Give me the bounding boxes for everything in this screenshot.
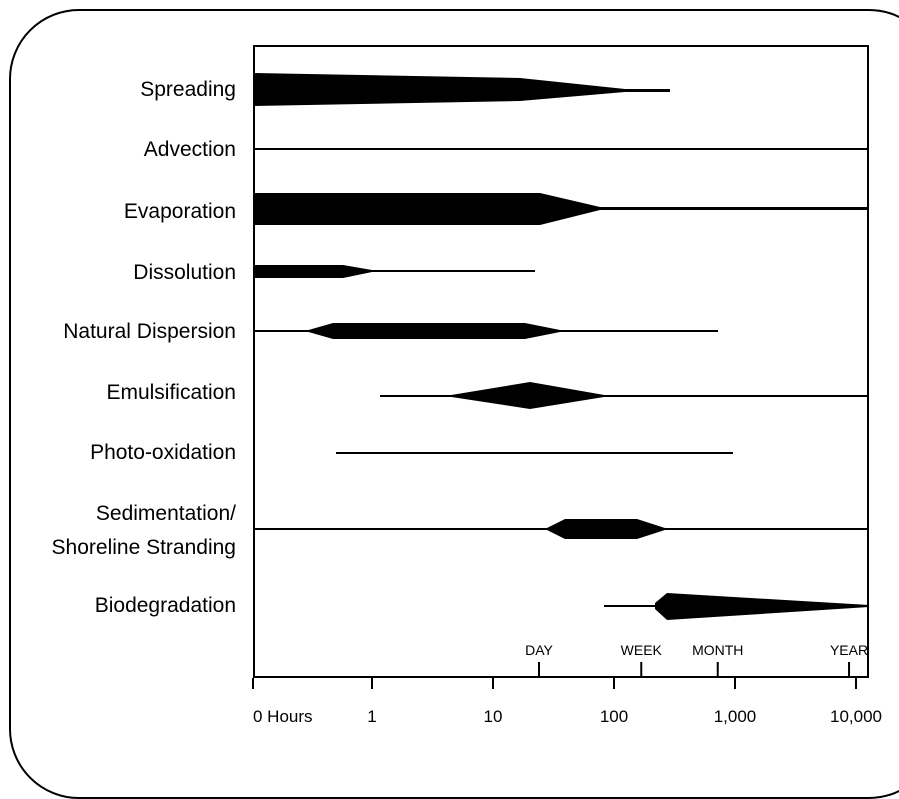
process-label-natural-dispersion: Natural Dispersion <box>63 320 236 343</box>
axis-tick-label-10: 10 <box>484 707 503 726</box>
process-label-advection: Advection <box>143 138 236 161</box>
axis-tick-label-1-000: 1,000 <box>714 707 757 726</box>
biodegradation-bar <box>655 593 869 620</box>
process-label-photo-oxidation: Photo-oxidation <box>90 441 236 464</box>
process-label-evaporation: Evaporation <box>123 200 236 223</box>
time-markers: DAY WEEK MONTH YEAR <box>525 642 868 678</box>
marker-label-month: MONTH <box>692 642 743 658</box>
process-label-biodegradation: Biodegradation <box>94 594 236 617</box>
sedimentation-bar <box>545 519 668 539</box>
time-axis: 0 Hours 1 10 100 1,000 10,000 <box>252 678 882 726</box>
process-bars <box>253 73 869 620</box>
process-label-spreading: Spreading <box>140 78 236 101</box>
evaporation-bar <box>253 193 869 225</box>
dissolution-bar <box>253 265 535 278</box>
process-label-sedimentation: Sedimentation/ <box>95 502 236 525</box>
spreading-bar <box>253 73 670 106</box>
emulsification-bar <box>445 382 610 409</box>
process-label-shoreline-stranding: Shoreline Stranding <box>51 536 236 559</box>
process-timeline-svg: 0 Hours 1 10 100 1,000 10,000 DAY WEEK MONTH YEA… <box>252 73 882 726</box>
plot-area <box>253 45 869 678</box>
process-label-emulsification: Emulsification <box>106 381 236 404</box>
marker-label-year: YEAR <box>830 642 868 658</box>
axis-tick-label-1: 1 <box>367 707 376 726</box>
axis-tick-label-10-000: 10,000 <box>830 707 882 726</box>
marker-label-day: DAY <box>525 642 553 658</box>
marker-label-week: WEEK <box>621 642 663 658</box>
process-label-dissolution: Dissolution <box>133 261 236 284</box>
axis-tick-label-0-hours: 0 Hours <box>253 707 313 726</box>
natural-dispersion-bar <box>305 323 565 339</box>
axis-tick-label-100: 100 <box>600 707 628 726</box>
